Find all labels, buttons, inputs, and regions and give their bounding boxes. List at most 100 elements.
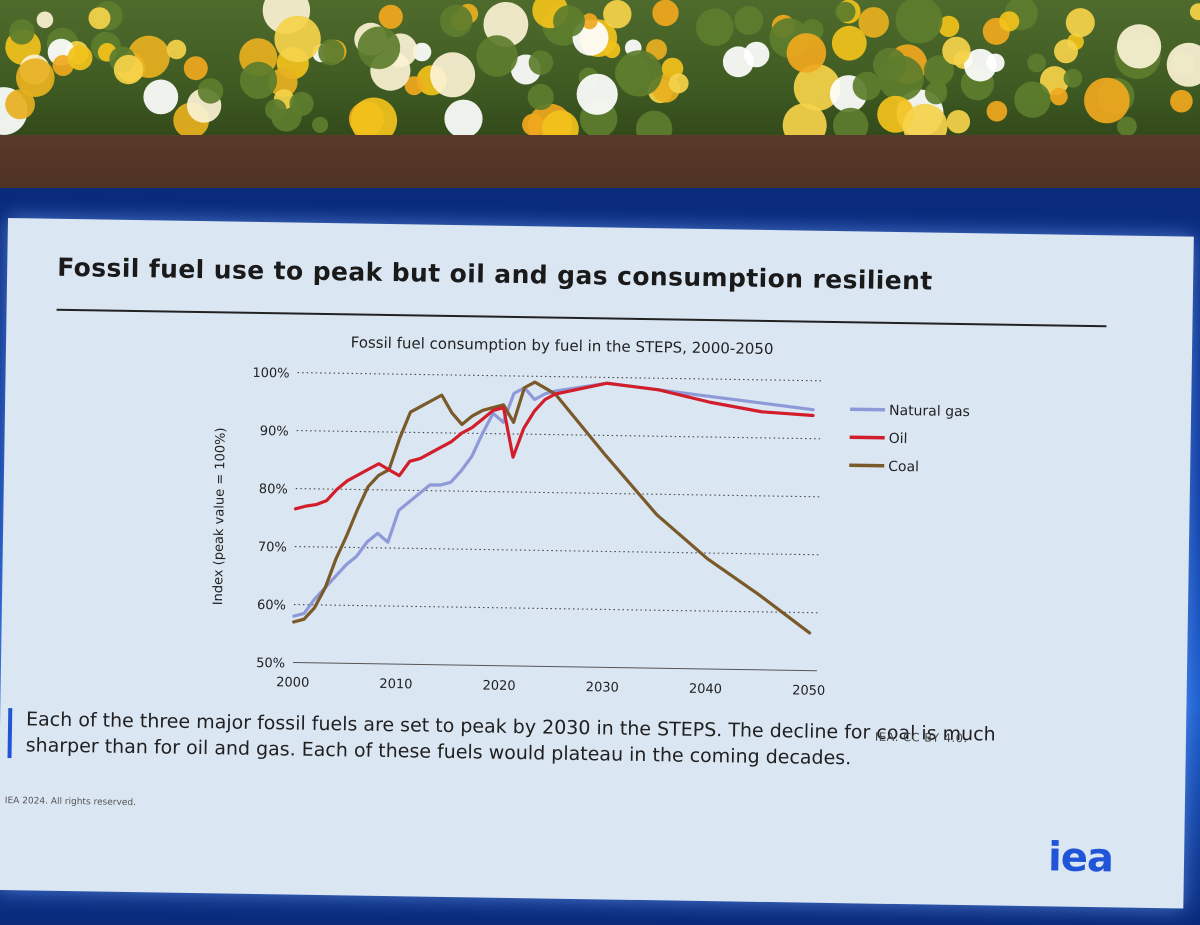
presentation-slide: Fossil fuel use to peak but oil and gas … (0, 218, 1194, 909)
flower-blossom (668, 73, 689, 94)
flower-blossom (722, 46, 754, 78)
flower-blossom (1050, 87, 1068, 106)
y-axis-label: Index (peak value = 100%) (211, 427, 229, 605)
flower-blossom (378, 4, 403, 29)
flower-blossom (430, 52, 476, 98)
flower-blossom (1014, 81, 1051, 118)
flower-blossom (350, 97, 398, 144)
series-line-oil (293, 381, 815, 511)
y-tick-labels: 50% 60% 70% 80% 90% 100% (252, 366, 289, 672)
flower-blossom (476, 35, 518, 77)
flower-blossom (833, 107, 869, 144)
source-credit: IEA. CC BY 4.0. (874, 729, 968, 746)
flower-blossom (113, 54, 144, 85)
flower-blossom (527, 83, 554, 111)
flower-blossom (616, 50, 663, 97)
flower-blossom (603, 0, 632, 29)
flower-blossom (1117, 24, 1162, 69)
flower-blossom (1084, 77, 1130, 124)
series-lines (292, 380, 815, 635)
flower-blossom (239, 61, 278, 99)
flower-blossom (166, 39, 187, 60)
flower-blossom (1040, 66, 1070, 96)
flower-blossom (5, 89, 35, 120)
flower-blossom (1166, 42, 1200, 87)
flower-arrangement-art (0, 0, 1200, 149)
legend-label: Natural gas (889, 403, 970, 420)
x-tick-label: 2050 (792, 683, 825, 699)
flower-blossom (1054, 39, 1078, 64)
flower-blossom (576, 73, 618, 115)
flower-arrangement (0, 0, 1200, 150)
flower-blossom (412, 42, 432, 62)
x-tick-label: 2000 (276, 675, 309, 691)
flower-blossom (923, 55, 955, 86)
flower-blossom (439, 4, 473, 38)
flower-blossom (1027, 53, 1047, 73)
y-tick-label: 90% (260, 424, 289, 439)
flower-blossom (444, 99, 483, 138)
series-line-natural-gas (292, 381, 815, 618)
flower-blossom (786, 33, 827, 73)
iea-logo: iea (1047, 834, 1114, 882)
flower-blossom (16, 58, 55, 97)
x-tick-label: 2030 (586, 680, 619, 696)
flower-blossom (1065, 8, 1095, 38)
copyright-notice: IEA 2024. All rights reserved. (4, 796, 137, 809)
flower-blossom (1117, 116, 1137, 137)
gridline (294, 545, 819, 556)
flower-blossom (695, 8, 734, 47)
legend-swatch (849, 463, 885, 468)
gridline (293, 603, 818, 614)
flower-blossom (878, 55, 924, 101)
y-tick-label: 50% (256, 656, 285, 671)
flower-blossom (9, 19, 35, 45)
y-tick-label: 80% (259, 482, 288, 497)
flower-blossom (603, 41, 621, 59)
flower-blossom (964, 48, 997, 82)
legend: Natural gas Oil Coal (849, 403, 970, 475)
flower-blossom (36, 11, 54, 29)
series-line-coal (292, 380, 812, 635)
flower-blossom (835, 1, 856, 22)
y-tick-label: 60% (257, 598, 286, 613)
gridline (296, 430, 821, 440)
flower-blossom (318, 39, 345, 66)
flower-blossom (999, 11, 1020, 32)
legend-label: Oil (889, 431, 908, 447)
flower-blossom (265, 99, 287, 121)
y-tick-label: 100% (252, 366, 289, 382)
flower-blossom (581, 13, 598, 30)
flower-blossom (831, 25, 867, 61)
x-tick-label: 2010 (379, 677, 412, 693)
flower-blossom (289, 91, 314, 116)
flower-blossom (793, 64, 841, 111)
flower-blossom (858, 7, 889, 38)
x-axis-line (293, 662, 817, 672)
gridlines (293, 372, 822, 672)
legend-label: Coal (888, 459, 919, 475)
flower-blossom (183, 56, 208, 81)
flower-blossom (986, 100, 1008, 122)
flower-blossom (312, 116, 329, 133)
flower-blossom (895, 0, 943, 44)
legend-swatch (850, 407, 886, 412)
flower-blossom (946, 110, 971, 134)
flower-blossom (652, 0, 679, 27)
flower-blossom (404, 76, 424, 96)
flower-blossom (1170, 89, 1193, 113)
caption-accent-bar (7, 708, 13, 759)
flower-blossom (274, 15, 321, 63)
x-tick-label: 2020 (482, 679, 515, 695)
chart-title: Fossil fuel consumption by fuel in the S… (351, 333, 774, 358)
flower-blossom (942, 36, 971, 66)
flower-blossom (67, 45, 93, 71)
flower-blossom (143, 79, 179, 115)
flower-blossom (938, 15, 960, 37)
flower-blossom (197, 78, 224, 104)
x-tick-label: 2040 (689, 682, 722, 698)
flower-blossom (88, 7, 111, 30)
flower-blossom (1063, 68, 1083, 88)
flower-blossom (924, 82, 948, 105)
flower-blossom (734, 5, 764, 35)
